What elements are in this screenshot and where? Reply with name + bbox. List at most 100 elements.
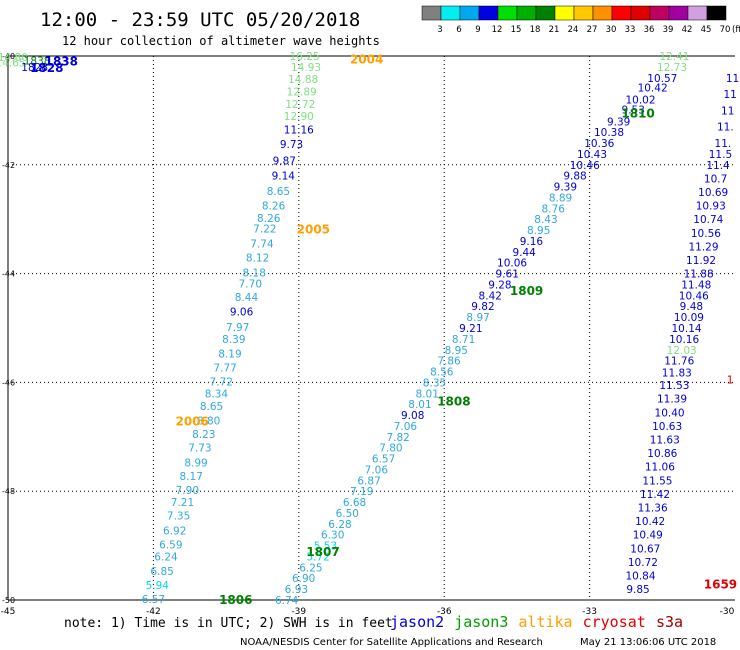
colorbar-label: 18 [530, 25, 541, 35]
track-label: 1838 [45, 54, 78, 68]
colorbar-swatch [421, 5, 442, 21]
legend-altika: altika [518, 613, 572, 631]
wave-height-value: 8.12 [246, 252, 269, 264]
legend-s3a: s3a [656, 613, 683, 631]
colorbar-swatch [706, 5, 727, 21]
wave-height-value: 10.09 [674, 312, 704, 324]
colorbar-label: 27 [587, 25, 598, 35]
wave-height-value: 10.86 [647, 448, 677, 460]
wave-height-value: 8.26 [257, 213, 281, 225]
map-grid [8, 56, 735, 600]
y-tick-label: -42 [2, 161, 15, 170]
wave-height-value: 12.90 [284, 111, 314, 123]
colorbar-label: 12 [492, 25, 503, 35]
wave-height-value: 9.39 [607, 116, 630, 128]
wave-height-value: 8.34 [205, 388, 229, 400]
wave-height-value: 8.43 [534, 214, 557, 226]
wave-height-value: 11.4 [706, 160, 730, 172]
wave-height-value: 10.42 [635, 516, 665, 528]
wave-height-value: 10.02 [625, 95, 655, 107]
wave-height-value: 8.95 [445, 345, 468, 357]
wave-height-value: 5.53 [314, 541, 337, 553]
wave-height-value: 7.72 [210, 376, 233, 388]
colorbar-swatch [459, 5, 480, 21]
x-tick-label: -33 [582, 607, 597, 617]
wave-height-value: 7.19 [350, 486, 373, 498]
wave-height-value: 12.73 [657, 62, 687, 74]
colorbar-swatch [440, 5, 461, 21]
wave-height-value: 7.74 [250, 239, 274, 251]
wave-height-value: 11.53 [659, 380, 689, 392]
wave-height-value: 1838 [24, 55, 51, 67]
colorbar-label: 9 [475, 25, 480, 35]
wave-height-value: 11 [721, 105, 734, 117]
wave-height-value: 5.94 [146, 580, 170, 592]
wave-height-value: 8.23 [192, 429, 215, 441]
wave-height-value: 9.14 [272, 171, 296, 183]
wave-height-value: 8.35 [423, 377, 446, 389]
wave-height-value: 10.84 [625, 571, 655, 583]
track-label: 1810 [621, 107, 654, 121]
wave-height-value: 9.48 [680, 301, 703, 313]
wave-height-value: 7.97 [226, 322, 249, 334]
colorbar-label: 36 [644, 25, 655, 35]
colorbar-swatch [497, 5, 518, 21]
colorbar-swatch [573, 5, 594, 21]
wave-height-value: 10.67 [630, 543, 660, 555]
wave-height-value: 9.21 [459, 323, 482, 335]
satellite-legend: jason2 jason3 altika cryosat s3a [390, 613, 683, 631]
colorbar-label: 3 [437, 25, 442, 35]
wave-height-value: 11.76 [664, 356, 694, 368]
wave-height-value: 9.85 [626, 584, 649, 596]
wave-height-value: 11.29 [688, 241, 718, 253]
track-label: 2005 [297, 222, 330, 236]
wave-height-value: 7.06 [365, 464, 389, 476]
wave-height-value: 9.87 [273, 155, 296, 167]
wave-height-value: 11. [717, 122, 734, 134]
track-label: 1808 [437, 394, 470, 408]
wave-height-value: 11. [715, 138, 732, 150]
wave-height-value: 10.06 [497, 258, 527, 270]
track-label: 1828 [30, 61, 63, 75]
wave-height-value: 11.63 [650, 435, 680, 447]
y-tick-label: -48 [2, 487, 15, 496]
wave-height-value: 9.88 [563, 171, 586, 183]
wave-height-value: 6.50 [336, 508, 359, 520]
wave-height-value: 11.5 [709, 149, 732, 161]
wave-height-value: 12.72 [285, 99, 315, 111]
wave-height-value: 7.73 [188, 443, 211, 455]
wave-height-value: 8.19 [218, 349, 241, 361]
wave-height-value: 9.16 [520, 236, 544, 248]
wave-height-value: 14.80 [0, 52, 28, 64]
wave-height-value: 10.46 [679, 290, 709, 302]
wave-height-value: 10.74 [693, 214, 723, 226]
legend-cryosat: cryosat [583, 613, 646, 631]
track-label: 1659 [704, 578, 737, 592]
wave-height-value: 7.80 [379, 443, 402, 455]
wave-height-value: 9.28 [488, 279, 511, 291]
x-tick-label: -36 [437, 607, 452, 617]
wave-height-value: 7.77 [213, 363, 236, 375]
wave-height-value: 11.55 [642, 475, 672, 487]
wave-height-value: 10.36 [584, 138, 614, 150]
wave-height-value: 14.88 [288, 74, 318, 86]
wave-height-value: 7.21 [171, 497, 194, 509]
timestamp: May 21 13:06:06 UTC 2018 [580, 637, 716, 648]
wave-height-value: 10.7 [704, 173, 727, 185]
y-tick-label: -50 [2, 596, 15, 605]
track-labels: 2004 2005 2006 1810 1809 1808 1807 1806 1659 1828… [30, 53, 737, 607]
wave-height-value: 9.82 [471, 301, 494, 313]
wave-height-value: 8.18 [243, 268, 266, 280]
track-label: 2006 [175, 414, 208, 428]
wave-height-value: 14.93 [291, 62, 321, 74]
wave-height-value: 14.65 [0, 58, 25, 70]
colorbar-swatch [649, 5, 670, 21]
wave-height-value: 10.14 [672, 323, 702, 335]
wave-height-value: 10.69 [698, 187, 728, 199]
wave-height-value: 9.61 [496, 269, 519, 281]
credit: NOAA/NESDIS Center for Satellite Applica… [240, 637, 543, 648]
wave-height-value: 11 [723, 89, 736, 101]
legend-jason2: jason2 [390, 613, 444, 631]
